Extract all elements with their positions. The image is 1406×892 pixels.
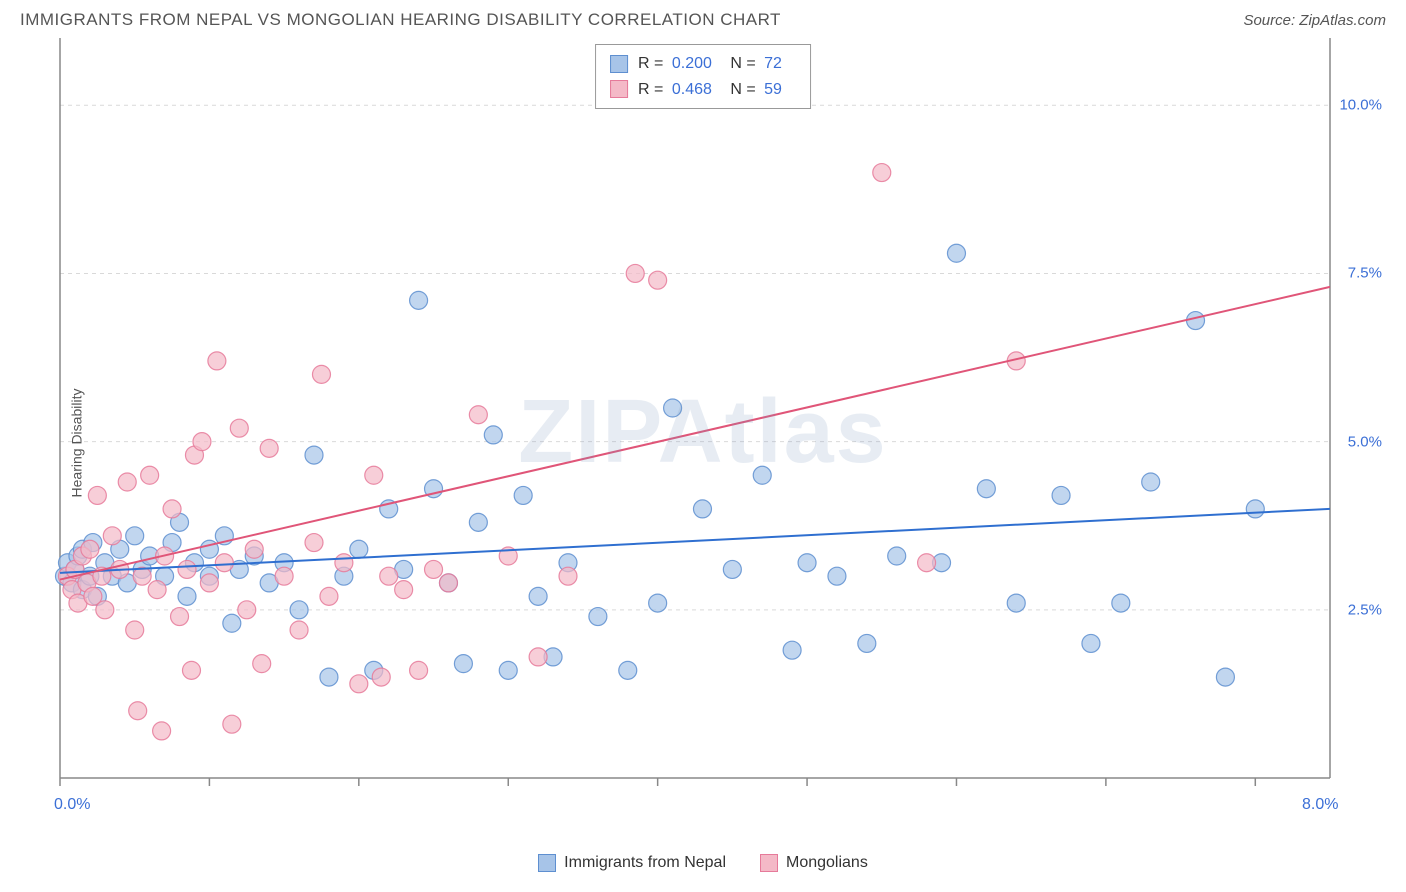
stats-row: R = 0.200 N = 72 (610, 51, 796, 77)
y-tick-label: 10.0% (1339, 97, 1382, 114)
x-axis-max-label: 8.0% (1302, 796, 1338, 814)
y-tick-label: 7.5% (1348, 265, 1382, 282)
chart-container: Hearing Disability ZIPAtlas R = 0.200 N … (20, 38, 1386, 848)
legend-item: Mongolians (760, 854, 868, 872)
chart-title: IMMIGRANTS FROM NEPAL VS MONGOLIAN HEARI… (20, 10, 781, 30)
legend-swatch (610, 80, 628, 98)
legend-swatch (538, 854, 556, 872)
y-tick-label: 2.5% (1348, 601, 1382, 618)
x-axis-min-label: 0.0% (54, 796, 90, 814)
legend-swatch (610, 55, 628, 73)
legend-label: Mongolians (786, 854, 868, 872)
scatter-chart (20, 38, 1386, 848)
stats-legend: R = 0.200 N = 72R = 0.468 N = 59 (595, 44, 811, 109)
source-label: Source: ZipAtlas.com (1243, 12, 1386, 29)
legend-swatch (760, 854, 778, 872)
header-bar: IMMIGRANTS FROM NEPAL VS MONGOLIAN HEARI… (0, 0, 1406, 38)
y-tick-label: 5.0% (1348, 433, 1382, 450)
y-axis-label: Hearing Disability (68, 389, 84, 498)
stats-row: R = 0.468 N = 59 (610, 77, 796, 103)
bottom-legend: Immigrants from Nepal Mongolians (0, 854, 1406, 872)
legend-item: Immigrants from Nepal (538, 854, 726, 872)
legend-label: Immigrants from Nepal (564, 854, 726, 872)
